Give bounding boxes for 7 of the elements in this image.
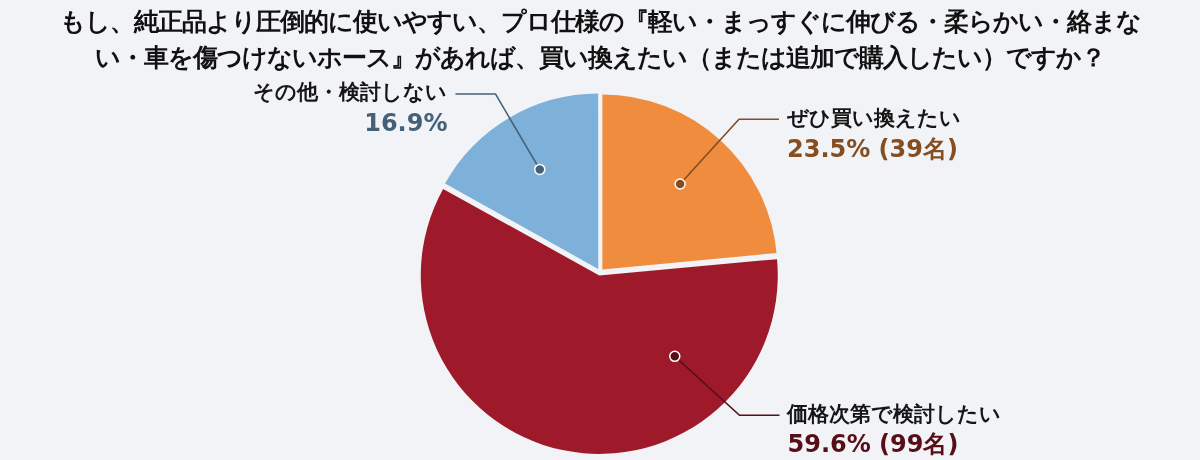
slice-label: 価格次第で検討したい [786, 401, 1002, 426]
data-label: 59.6% (99名) [787, 430, 959, 459]
data-label: 23.5% (39名) [786, 134, 958, 163]
chart-title: もし、純正品より圧倒的に使いやすい、プロ仕様の『軽い・まっすぐに伸びる・柔らかい・絡まない・車を傷つけないホース』があれば、買い換えたい（または追加で購入したい）ですか？ [58, 6, 1142, 74]
slice-label: ぜひ買い換えたい [785, 105, 961, 130]
slice-label: その他・検討しない [253, 80, 448, 105]
data-label: 16.9% [364, 109, 448, 138]
